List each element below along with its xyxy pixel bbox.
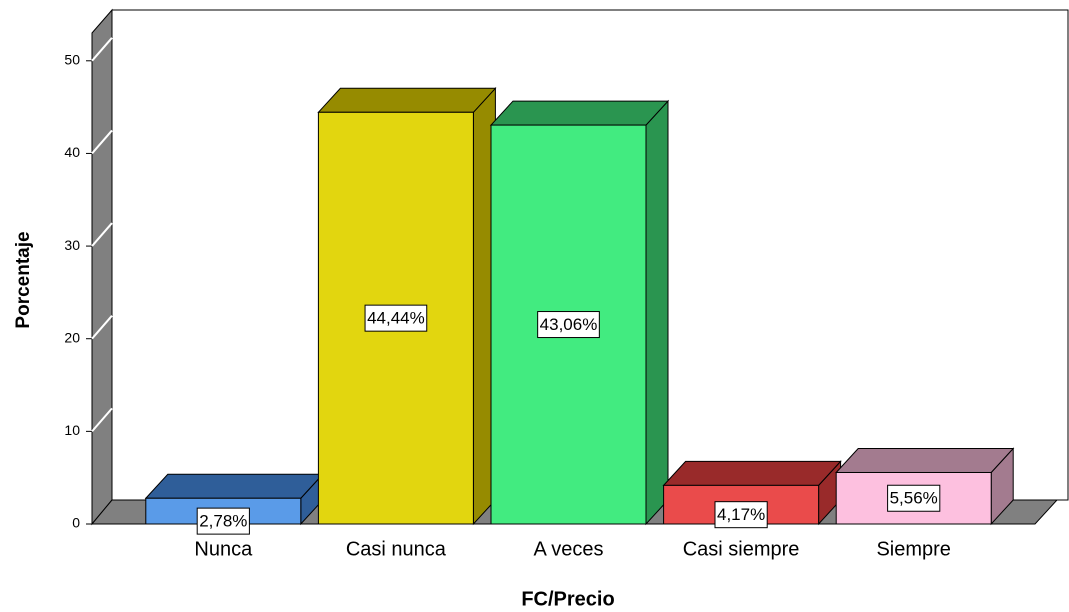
- bar-top: [835, 447, 1015, 473]
- bar-top: [317, 87, 497, 113]
- x-axis-title: FC/Precio: [521, 588, 614, 610]
- bar-top: [489, 100, 670, 126]
- x-tick-label: Nunca: [194, 538, 253, 560]
- value-label-box: [364, 304, 428, 332]
- value-label: 5,56%: [890, 489, 938, 508]
- y-tick-label: 0: [72, 515, 80, 531]
- wall-tick: [91, 407, 113, 433]
- wall-tick: [91, 129, 113, 155]
- x-tick-label: Siempre: [876, 538, 950, 560]
- value-label: 2,78%: [199, 512, 247, 531]
- side-wall: [91, 8, 113, 526]
- x-tick-label: A veces: [533, 538, 603, 560]
- y-tick-label: 20: [64, 329, 80, 345]
- y-tick-label: 10: [64, 422, 80, 438]
- y-axis-title: Porcentaje: [13, 231, 34, 328]
- wall-tick: [91, 315, 113, 340]
- y-tick-label: 40: [64, 144, 80, 160]
- x-tick-label: Casi siempre: [683, 538, 800, 560]
- x-tick-label: Casi nunca: [346, 538, 447, 560]
- value-label-box: [887, 484, 941, 512]
- value-label-box: [537, 311, 600, 339]
- bar-side: [645, 99, 669, 526]
- wall-tick: [91, 222, 113, 247]
- y-tick-label: 30: [64, 237, 80, 253]
- value-label: 44,44%: [367, 309, 425, 328]
- wall-tick: [91, 37, 113, 62]
- value-label: 43,06%: [540, 315, 598, 334]
- value-label-box: [714, 501, 768, 529]
- value-label-box: [196, 507, 250, 535]
- bar-top: [144, 473, 324, 499]
- y-tick-label: 50: [64, 51, 80, 67]
- bar-top: [662, 460, 842, 486]
- value-label: 4,17%: [717, 505, 765, 524]
